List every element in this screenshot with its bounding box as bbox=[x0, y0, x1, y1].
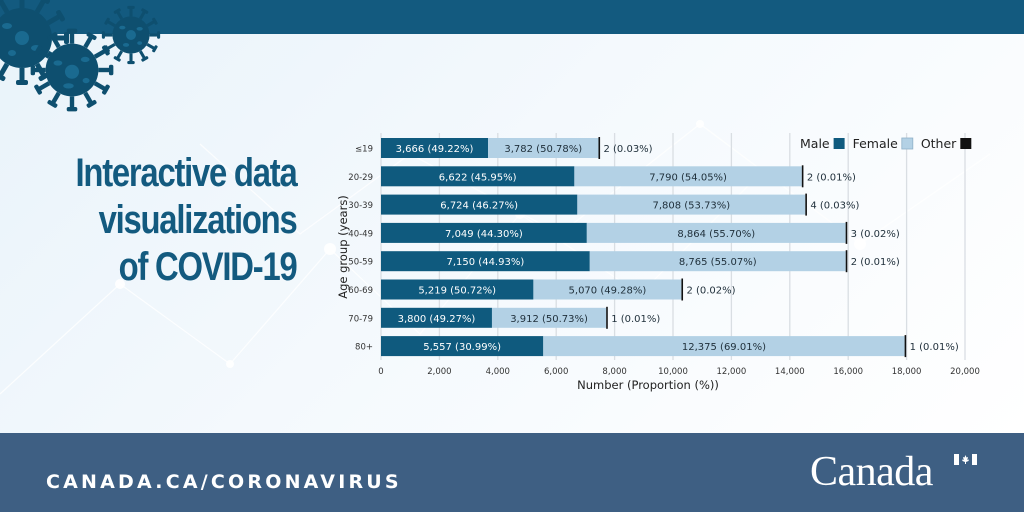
x-tick-label: 18,000 bbox=[892, 367, 922, 377]
bar-label-other: 3 (0.02%) bbox=[851, 229, 900, 240]
x-tick-label: 14,000 bbox=[775, 367, 805, 377]
bar-label-male: 7,049 (44.30%) bbox=[445, 229, 523, 240]
bar-label-female: 3,912 (50.73%) bbox=[510, 314, 588, 325]
bar-male[interactable] bbox=[381, 251, 590, 272]
legend-swatch-male bbox=[833, 138, 845, 149]
page-title: Interactive data visualizations of COVID… bbox=[75, 150, 297, 291]
bar-male[interactable] bbox=[381, 194, 578, 215]
virus-icon bbox=[30, 28, 114, 112]
bar-female[interactable] bbox=[533, 279, 682, 300]
x-tick-label: 10,000 bbox=[658, 367, 688, 377]
x-tick-label: 4,000 bbox=[486, 367, 510, 377]
bar-label-other: 2 (0.01%) bbox=[807, 172, 856, 183]
y-tick-label: 80+ bbox=[355, 343, 373, 353]
bar-male[interactable] bbox=[381, 307, 492, 328]
bar-label-male: 7,150 (44.93%) bbox=[447, 257, 525, 268]
x-tick-label: 0 bbox=[378, 367, 383, 377]
bar-other[interactable] bbox=[801, 165, 804, 188]
bar-female[interactable] bbox=[577, 194, 806, 215]
title-line: Interactive data bbox=[75, 151, 297, 195]
bar-label-female: 8,765 (55.07%) bbox=[679, 257, 757, 268]
bar-label-male: 3,800 (49.27%) bbox=[398, 314, 476, 325]
bar-other[interactable] bbox=[845, 221, 848, 244]
x-tick-label: 20,000 bbox=[950, 367, 980, 377]
header-band bbox=[0, 0, 1024, 34]
title-line: of COVID-19 bbox=[118, 245, 297, 289]
footer-url-link[interactable]: CANADA.CA/CORONAVIRUS bbox=[46, 471, 402, 493]
bar-label-female: 7,790 (54.05%) bbox=[649, 172, 727, 183]
bar-other[interactable] bbox=[681, 278, 684, 301]
y-tick-label: 70-79 bbox=[348, 314, 373, 324]
bar-male[interactable] bbox=[381, 166, 575, 187]
y-tick-label: ≤19 bbox=[355, 145, 373, 155]
bar-other[interactable] bbox=[805, 193, 807, 216]
title-line: visualizations bbox=[98, 198, 297, 242]
bar-male[interactable] bbox=[381, 138, 489, 158]
legend-swatch-female bbox=[901, 137, 914, 150]
y-tick-label: 20-29 bbox=[348, 173, 373, 183]
bar-label-female: 3,782 (50.78%) bbox=[504, 144, 582, 155]
legend-swatch-other bbox=[960, 138, 972, 149]
bar-label-other: 1 (0.01%) bbox=[910, 342, 959, 353]
bar-female[interactable] bbox=[488, 138, 599, 158]
bar-label-other: 2 (0.01%) bbox=[851, 257, 900, 268]
x-tick-label: 8,000 bbox=[602, 367, 626, 377]
bar-label-female: 12,375 (69.01%) bbox=[682, 342, 766, 353]
stacked-bar-chart: 0 2,000 4,000 6,000 8,000 10,000 12,000 14,000 1… bbox=[336, 133, 980, 392]
bar-female[interactable] bbox=[586, 222, 846, 243]
legend-label: Female bbox=[853, 136, 899, 151]
bar-label-male: 5,219 (50.72%) bbox=[418, 286, 496, 297]
bar-label-other: 1 (0.01%) bbox=[611, 314, 660, 325]
bar-other[interactable] bbox=[606, 306, 608, 329]
bar-label-female: 5,070 (49.28%) bbox=[569, 286, 647, 297]
virus-icon bbox=[101, 5, 161, 65]
bar-label-other: 2 (0.03%) bbox=[603, 144, 652, 155]
bar-female[interactable] bbox=[574, 166, 802, 187]
y-tick-label: 60-69 bbox=[348, 286, 373, 296]
footer-band bbox=[0, 433, 1024, 512]
bar-label-male: 6,724 (46.27%) bbox=[440, 201, 518, 212]
bar-other[interactable] bbox=[845, 250, 848, 273]
bar-label-male: 3,666 (49.22%) bbox=[396, 144, 474, 155]
y-tick-label: 30-39 bbox=[348, 201, 373, 211]
bar-male[interactable] bbox=[381, 222, 587, 243]
x-tick-label: 2,000 bbox=[427, 367, 451, 377]
bar-female[interactable] bbox=[589, 251, 846, 272]
bar-other[interactable] bbox=[904, 335, 907, 358]
bar-label-male: 5,557 (30.99%) bbox=[423, 342, 501, 353]
x-axis-label: Number (Proportion (%)) bbox=[577, 378, 719, 392]
bar-label-female: 8,864 (55.70%) bbox=[677, 229, 755, 240]
y-tick-label: 40-49 bbox=[348, 229, 373, 239]
bar-label-other: 2 (0.02%) bbox=[686, 286, 735, 297]
x-tick-label: 12,000 bbox=[717, 367, 747, 377]
x-tick-label: 6,000 bbox=[544, 367, 568, 377]
canada-flag-icon bbox=[954, 454, 977, 465]
legend-label: Other bbox=[921, 136, 957, 151]
x-tick-label: 16,000 bbox=[833, 367, 863, 377]
bar-label-female: 7,808 (53.73%) bbox=[652, 201, 730, 212]
bar-other[interactable] bbox=[598, 137, 601, 159]
bar-label-male: 6,622 (45.95%) bbox=[439, 172, 517, 183]
bar-female[interactable] bbox=[543, 336, 905, 357]
legend-label: Male bbox=[800, 136, 830, 151]
bar-label-other: 4 (0.03%) bbox=[810, 201, 859, 212]
canada-wordmark: Canada bbox=[810, 449, 933, 495]
bar-female[interactable] bbox=[491, 307, 607, 328]
y-axis-label: Age group (years) bbox=[336, 195, 350, 299]
y-tick-label: 50-59 bbox=[348, 258, 373, 268]
bar-male[interactable] bbox=[381, 336, 544, 357]
bar-male[interactable] bbox=[381, 279, 534, 300]
